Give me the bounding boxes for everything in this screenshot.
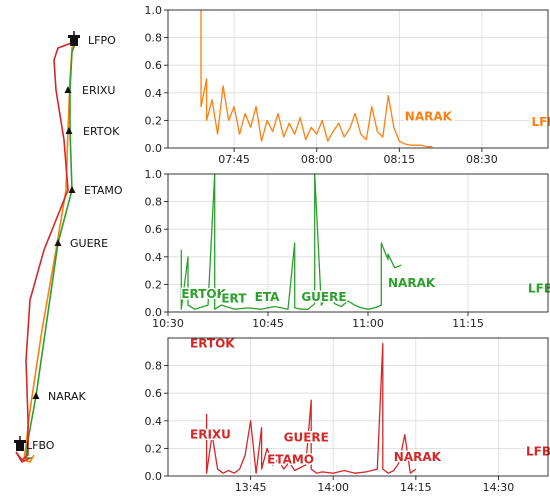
y-tick-label: 0.8	[145, 360, 163, 373]
y-tick-label: 0.8	[145, 196, 163, 209]
x-tick-label: 08:00	[301, 153, 333, 166]
series-line	[200, 10, 433, 148]
waypoint-label: ERTOK	[83, 125, 120, 138]
y-tick-label: 0.2	[145, 278, 163, 291]
waypoint-annotation: LFBO	[531, 115, 550, 129]
waypoint-annotation: ERTOK	[181, 287, 226, 301]
x-tick-label: 08:15	[383, 153, 415, 166]
waypoint-annotation: ERIXU	[190, 428, 231, 442]
waypoint-marker-icon	[54, 239, 62, 246]
panel-orange: NARAK LFBO 0.0 0.2 0.4 0.6 0.8 1.0 07:45 08:00 08:…	[145, 4, 550, 166]
airport-icon-body	[70, 35, 78, 46]
waypoint-label: LFBO	[26, 439, 55, 452]
y-tick-label: 0.6	[145, 59, 163, 72]
waypoint-annotation: GUERE	[301, 290, 346, 304]
waypoint-label: LFPO	[88, 34, 116, 47]
y-tick-label: 1.0	[145, 168, 163, 181]
y-tick-label: 0.6	[145, 387, 163, 400]
y-tick-label: 0.0	[145, 142, 163, 155]
y-tick-label: 0.0	[145, 470, 163, 483]
plot-frame	[167, 9, 549, 149]
y-tick-label: 0.8	[145, 32, 163, 45]
waypoint-label: ERIXU	[82, 84, 115, 97]
x-tick-label: 14:15	[400, 481, 432, 494]
flight-track	[15, 41, 75, 464]
x-tick-label: 11:00	[352, 317, 384, 330]
airport-icon-top	[14, 440, 26, 443]
waypoint-marker-icon	[68, 186, 76, 193]
y-tick-label: 0.2	[145, 442, 163, 455]
x-tick-label: 10:30	[152, 317, 184, 330]
waypoint-annotation: ETAMO	[267, 453, 314, 467]
series-line	[205, 342, 417, 474]
x-tick-label: 14:30	[483, 481, 515, 494]
x-tick-label: 13:45	[235, 481, 267, 494]
waypoint-annotation: NARAK	[405, 109, 453, 123]
panel-red: ERTOK ERIXU GUERE ETAMO NARAK LFBO 0.0 0.2 0.4 0.…	[145, 335, 550, 494]
waypoint-annotation: LFBO	[526, 444, 550, 458]
airport-icon-top	[68, 35, 80, 38]
airport-icon	[14, 436, 26, 451]
y-tick-label: 0.4	[145, 415, 163, 428]
airport-icon-body	[16, 440, 24, 451]
waypoint-annotation: ETA	[255, 290, 280, 304]
x-tick-label: 07:45	[218, 153, 250, 166]
x-tick-label: 11:15	[452, 317, 484, 330]
y-tick-label: 0.4	[145, 251, 163, 264]
y-tick-label: 0.4	[145, 87, 163, 100]
plot-frame	[167, 337, 549, 477]
waypoint-label: GUERE	[70, 237, 108, 250]
waypoint-annotation: GUERE	[284, 431, 329, 445]
x-tick-label: 14:00	[317, 481, 349, 494]
y-tick-label: 0.0	[145, 306, 163, 319]
waypoint-marker-icon	[32, 392, 40, 399]
waypoint-label: ETAMO	[84, 184, 123, 197]
waypoint-annotation: NARAK	[388, 276, 436, 290]
waypoint-annotation: ERT	[221, 291, 247, 305]
x-tick-label: 10:45	[252, 317, 284, 330]
waypoint-marker-icon	[64, 86, 72, 93]
waypoint-label: NARAK	[48, 390, 86, 403]
y-tick-label: 1.0	[145, 4, 163, 17]
waypoint-annotation: ERTOK	[190, 337, 235, 351]
y-tick-label: 0.2	[145, 114, 163, 127]
y-tick-label: 0.6	[145, 223, 163, 236]
x-tick-label: 08:30	[466, 153, 498, 166]
waypoint-marker-icon	[65, 127, 73, 134]
series-line	[180, 173, 402, 310]
flight-track	[25, 41, 77, 459]
waypoint-annotation: LFBO	[528, 282, 550, 296]
route-map: LFPO ERIXU ERTOK ETAMO GUERE NARAK LFBO	[14, 31, 123, 464]
waypoint-annotation: NARAK	[394, 450, 442, 464]
airport-icon	[68, 31, 80, 46]
plot-frame	[167, 173, 549, 313]
